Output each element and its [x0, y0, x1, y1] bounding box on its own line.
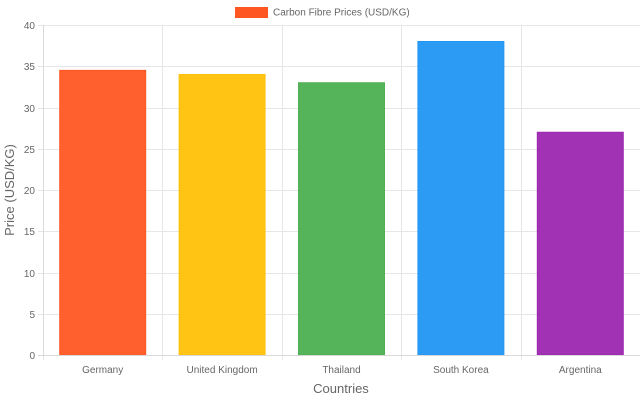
legend-swatch — [235, 7, 268, 18]
bar-south-korea[interactable] — [417, 41, 505, 356]
y-tick-label: 5 — [29, 310, 35, 321]
y-tick-label: 15 — [24, 227, 36, 238]
y-axis-title: Price (USD/KG) — [2, 144, 17, 236]
y-tick-label: 30 — [24, 104, 36, 115]
y-tick-label: 10 — [24, 269, 36, 280]
bars — [59, 41, 624, 356]
x-tick-label: South Korea — [433, 365, 489, 376]
x-tick-label: United Kingdom — [187, 365, 258, 376]
legend[interactable]: Carbon Fibre Prices (USD/KG) — [235, 7, 410, 19]
bar-argentina[interactable] — [536, 131, 624, 356]
legend-label: Carbon Fibre Prices (USD/KG) — [273, 8, 410, 19]
y-tick-label: 35 — [24, 62, 36, 73]
y-tick-label: 40 — [24, 21, 36, 32]
y-tick-label: 0 — [29, 351, 35, 362]
x-tick-label: Germany — [82, 365, 123, 376]
y-tick-label: 25 — [24, 145, 36, 156]
axes: 0 5 10 15 20 25 30 35 40 Germany United Kingdom Tha… — [24, 21, 640, 376]
bar-thailand[interactable] — [298, 82, 385, 356]
x-tick-label: Thailand — [322, 365, 360, 376]
bar-united-kingdom[interactable] — [178, 74, 266, 356]
bar-germany[interactable] — [59, 69, 147, 356]
x-tick-label: Argentina — [559, 365, 602, 376]
x-axis-title: Countries — [313, 381, 369, 396]
y-tick-label: 20 — [24, 186, 36, 197]
